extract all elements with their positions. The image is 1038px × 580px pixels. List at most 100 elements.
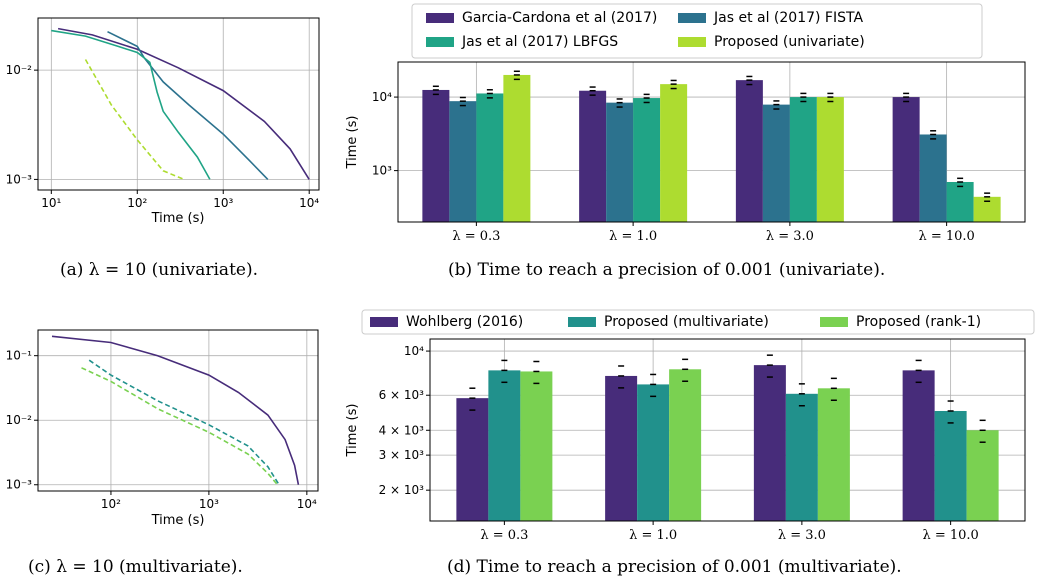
bar (934, 410, 967, 521)
y-tick-label: 10⁴ (372, 90, 392, 104)
x-tick-label: 10³ (213, 196, 233, 210)
y-tick-label: 6 × 10³ (379, 388, 425, 402)
bar (520, 371, 553, 521)
bar (892, 97, 920, 222)
series-line (84, 59, 185, 181)
bar (605, 375, 638, 521)
panel-b-bars (422, 74, 1001, 223)
y-tick-label: 10³ (372, 164, 392, 178)
x-tick-label: 10² (101, 497, 121, 511)
legend-swatch (678, 37, 706, 47)
category-label: λ = 10.0 (918, 229, 974, 244)
panel-c: 10² 10³ 10⁴ 10⁻¹ 10⁻² 10⁻³ Time (s) (c) λ = … (6, 329, 319, 577)
series-line (57, 27, 310, 180)
bar (735, 80, 763, 223)
legend-swatch (820, 317, 848, 327)
panel-d: Wohlberg (2016) Proposed (multivariate) Pr… (345, 309, 1035, 577)
panel-d-yticks: 10⁴ 6 × 10³ 4 × 10³ 3 × 10³ 2 × 10³ (379, 344, 430, 497)
y-tick-label: 3 × 10³ (379, 448, 425, 462)
bar (946, 181, 974, 222)
legend-label: Jas et al (2017) FISTA (713, 10, 863, 26)
panel-a-frame (37, 17, 320, 191)
panel-c-grid (38, 330, 318, 491)
category-label: λ = 0.3 (452, 229, 500, 244)
panel-b-ylabel: Time (s) (345, 116, 360, 170)
bar (637, 384, 670, 521)
y-tick-label: 10⁻² (6, 413, 33, 427)
panel-b-xticks: λ = 0.3 λ = 1.0 λ = 3.0 λ = 10.0 (452, 222, 975, 244)
panel-a-lines (51, 27, 310, 181)
legend-label: Proposed (multivariate) (604, 314, 769, 330)
y-tick-label: 10⁻¹ (6, 349, 33, 363)
bar (669, 369, 702, 521)
panel-b-yticks: 10⁴ 10³ (372, 90, 398, 178)
panel-a-xticks: 10¹ 10² 10³ 10⁴ (41, 190, 319, 210)
bar (817, 388, 850, 521)
series-line (107, 30, 269, 180)
panel-c-caption: (c) λ = 10 (multivariate). (28, 557, 243, 577)
panel-c-xlabel: Time (s) (151, 513, 205, 528)
bar (606, 102, 634, 222)
legend-label: Proposed (rank-1) (856, 314, 981, 330)
y-tick-label: 10⁻² (6, 63, 33, 77)
panel-b-scatter-marks (432, 70, 991, 202)
category-label: λ = 0.3 (480, 528, 528, 543)
y-tick-label: 4 × 10³ (379, 423, 425, 437)
panel-b: Garcia-Cardona et al (2017) Jas et al (20… (345, 3, 1026, 280)
category-label: λ = 1.0 (629, 528, 677, 543)
bar (488, 370, 521, 521)
bar (579, 90, 607, 222)
panel-a: 10¹ 10² 10³ 10⁴ 10⁻² 10⁻³ Time (s) (a) λ = 1… (6, 17, 320, 280)
legend-label: Proposed (univariate) (714, 34, 865, 50)
panel-b-legend: Garcia-Cardona et al (2017) Jas et al (20… (411, 3, 983, 59)
y-tick-label: 2 × 10³ (379, 483, 425, 497)
x-tick-label: 10¹ (41, 196, 61, 210)
bar (785, 393, 818, 521)
panel-c-yticks: 10⁻¹ 10⁻² 10⁻³ (6, 349, 38, 492)
panel-d-scatter-marks (469, 354, 986, 443)
panel-b-frame (397, 61, 1026, 223)
legend-swatch (370, 317, 398, 327)
legend-label: Jas et al (2017) LBFGS (461, 34, 618, 50)
panel-c-frame (37, 329, 319, 492)
bar (753, 365, 786, 521)
x-tick-label: 10⁴ (297, 497, 317, 511)
panel-a-grid (38, 18, 319, 190)
bar (789, 97, 817, 222)
panel-b-caption: (b) Time to reach a precision of 0.001 (… (448, 260, 885, 280)
series-line (81, 367, 279, 486)
panel-c-lines (51, 335, 300, 486)
bar (456, 398, 489, 521)
bar (816, 97, 844, 222)
panel-b-legend-box (411, 3, 983, 59)
series-line (51, 29, 211, 180)
category-label: λ = 1.0 (609, 229, 657, 244)
bar (633, 98, 661, 222)
legend-swatch (426, 13, 454, 23)
category-label: λ = 10.0 (922, 528, 978, 543)
x-tick-label: 10⁴ (299, 196, 319, 210)
bar (449, 101, 477, 222)
y-tick-label: 10⁴ (404, 344, 424, 358)
series-line (88, 359, 280, 486)
panel-a-caption: (a) λ = 10 (univariate). (60, 260, 258, 280)
y-tick-label: 10⁻³ (6, 172, 33, 186)
legend-label: Garcia-Cardona et al (2017) (462, 10, 657, 26)
panel-a-xlabel: Time (s) (151, 211, 205, 226)
panel-c-xticks: 10² 10³ 10⁴ (101, 491, 317, 511)
bar (762, 104, 790, 222)
category-label: λ = 3.0 (766, 229, 814, 244)
panel-d-xticks: λ = 0.3 λ = 1.0 λ = 3.0 λ = 10.0 (480, 521, 979, 543)
bar (919, 134, 947, 222)
bar (422, 89, 450, 222)
bar (966, 430, 999, 521)
panel-d-caption: (d) Time to reach a precision of 0.001 (… (447, 557, 902, 577)
bar (902, 370, 935, 521)
bar (503, 74, 531, 222)
panel-d-ylabel: Time (s) (345, 404, 360, 458)
y-tick-label: 10⁻³ (6, 478, 33, 492)
bar (660, 84, 688, 222)
series-line (51, 335, 300, 485)
panel-a-yticks: 10⁻² 10⁻³ (6, 63, 38, 186)
